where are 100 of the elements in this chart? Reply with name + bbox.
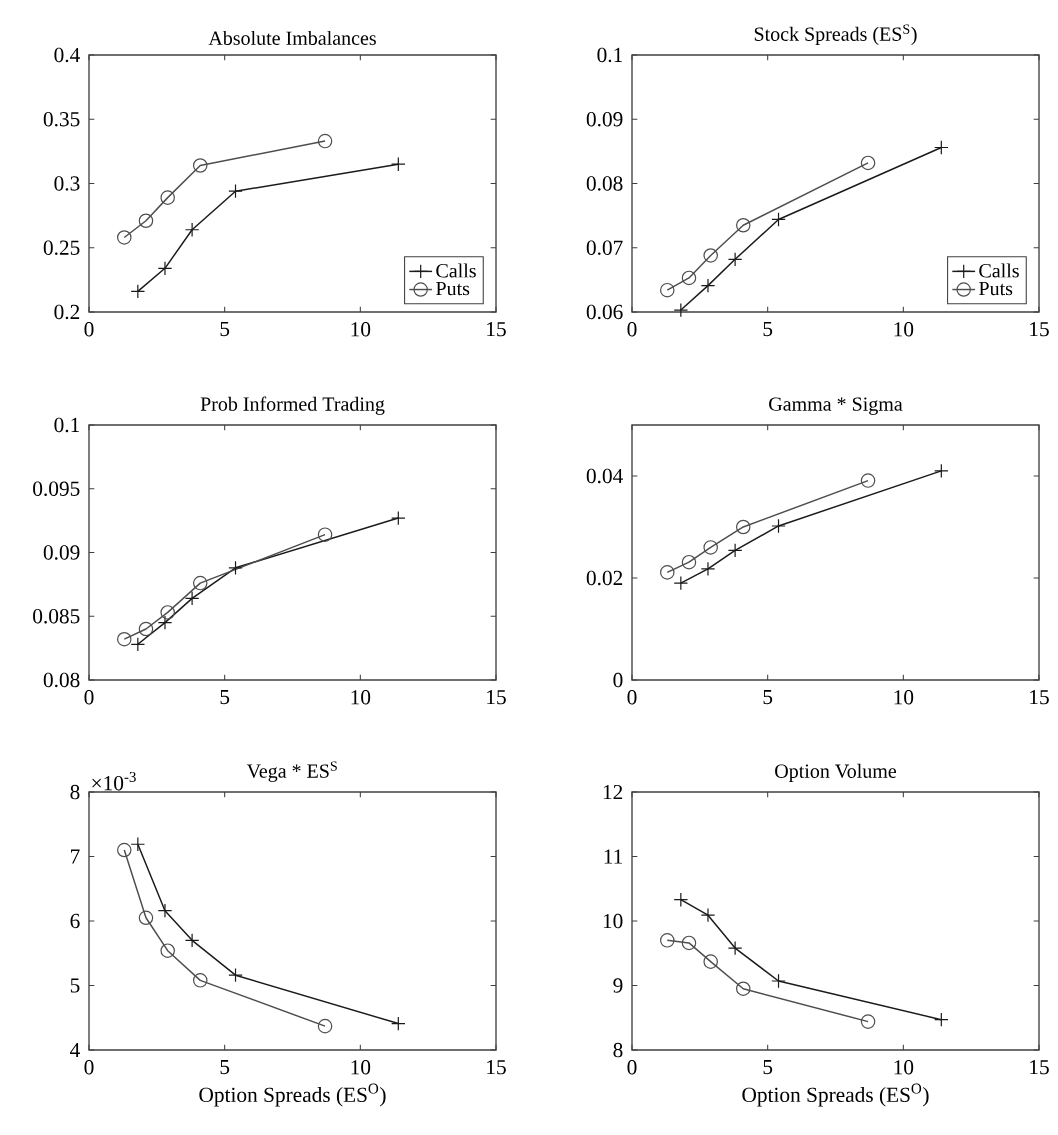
point — [727, 940, 743, 956]
point — [130, 284, 146, 299]
point — [138, 213, 154, 229]
y-tick-label: 0.3 — [54, 176, 80, 191]
y-tick-label: 10 — [603, 913, 623, 929]
point — [192, 973, 208, 988]
point — [660, 933, 675, 948]
point — [228, 183, 243, 199]
y-tick-label: 0.07 — [586, 240, 623, 255]
chart-title: Absolute Imbalances — [208, 30, 376, 45]
legend-label: Puts — [979, 281, 1013, 296]
point — [727, 543, 743, 558]
y-tick-label: 0.02 — [586, 570, 623, 586]
point — [703, 248, 718, 263]
point — [192, 158, 208, 173]
point — [934, 1012, 949, 1027]
point — [160, 190, 175, 205]
point — [735, 981, 751, 996]
chart-title: Vega * ES$^{S}$ — [246, 761, 337, 782]
point — [703, 954, 718, 969]
point — [138, 910, 154, 926]
x-tick-label: 15 — [1030, 322, 1049, 337]
y-tick-label: 0 — [613, 672, 623, 688]
y-tick-label: 11 — [604, 849, 623, 864]
x-tick-label: 0 — [627, 690, 637, 705]
point — [771, 212, 786, 227]
y-tick-label: 0.04 — [586, 468, 623, 484]
y-tick-label: 0.095 — [33, 481, 80, 496]
y-tick-label: 7 — [71, 849, 80, 864]
legend-label: Puts — [436, 281, 470, 296]
point — [673, 892, 689, 907]
point — [860, 155, 876, 171]
y-tick-label: 0.35 — [43, 112, 80, 127]
point — [700, 907, 716, 923]
y-tick-label: 4 — [70, 1042, 80, 1058]
x-axis-title: Option Spreads (ES$^{O}$) — [199, 1083, 386, 1107]
point — [192, 575, 208, 591]
point — [700, 561, 716, 577]
point — [117, 631, 132, 647]
point — [228, 560, 243, 576]
x-tick-label: 5 — [220, 690, 230, 705]
point — [184, 591, 200, 606]
y-tick-label: 5 — [70, 978, 80, 993]
y-tick-label: 0.4 — [54, 47, 80, 63]
x-tick-label: 5 — [763, 690, 773, 705]
point — [703, 540, 718, 555]
point — [130, 637, 146, 652]
y-tick-label: 0.08 — [43, 672, 80, 688]
point — [130, 836, 146, 852]
legend-label: Calls — [436, 263, 476, 278]
y-tick-label: 8 — [70, 784, 80, 800]
point — [157, 261, 173, 276]
point — [681, 270, 697, 286]
point — [660, 565, 675, 580]
point — [771, 518, 786, 534]
point — [700, 278, 716, 293]
point — [391, 1016, 406, 1031]
x-tick-label: 5 — [220, 1060, 230, 1075]
point — [317, 1018, 333, 1034]
legend-label: Calls — [979, 263, 1019, 278]
x-tick-label: 5 — [220, 322, 230, 337]
point — [673, 302, 689, 318]
point — [735, 217, 751, 233]
point — [673, 575, 689, 591]
point — [934, 140, 949, 155]
point — [681, 554, 697, 570]
point — [771, 973, 786, 989]
x-tick-label: 0 — [84, 1060, 94, 1075]
chart-title: Stock Spreads (ES$^{S}$) — [754, 24, 917, 45]
x-tick-label: 15 — [487, 690, 506, 705]
point — [117, 842, 132, 858]
chart-title: Prob Informed Trading — [200, 396, 385, 415]
text: ×10$^{-3}$ — [92, 771, 136, 791]
y-tick-label: 9 — [613, 978, 623, 993]
y-tick-label: 0.09 — [586, 112, 623, 127]
point — [934, 463, 949, 479]
point — [117, 230, 132, 245]
y-tick-label: 0.06 — [586, 304, 623, 320]
point — [860, 473, 876, 488]
point — [184, 933, 200, 948]
point — [317, 527, 333, 542]
x-tick-label: 5 — [763, 322, 773, 337]
y-tick-label: 8 — [613, 1042, 623, 1058]
y-tick-label: 0.09 — [43, 545, 80, 560]
x-tick-label: 0 — [84, 322, 94, 337]
x-tick-label: 10 — [894, 1060, 914, 1075]
x-tick-label: 10 — [351, 322, 371, 337]
point — [157, 903, 173, 918]
chart-title: Option Volume — [775, 763, 897, 782]
point — [317, 133, 333, 149]
x-tick-label: 15 — [1030, 1060, 1049, 1075]
x-tick-label: 0 — [627, 322, 637, 337]
x-axis-title: Option Spreads (ES$^{O}$) — [742, 1083, 929, 1107]
point — [391, 510, 406, 526]
point — [660, 282, 675, 298]
x-tick-label: 0 — [84, 690, 94, 705]
point — [160, 605, 175, 620]
x-tick-label: 10 — [894, 690, 914, 705]
point — [228, 967, 243, 983]
point — [157, 615, 173, 630]
